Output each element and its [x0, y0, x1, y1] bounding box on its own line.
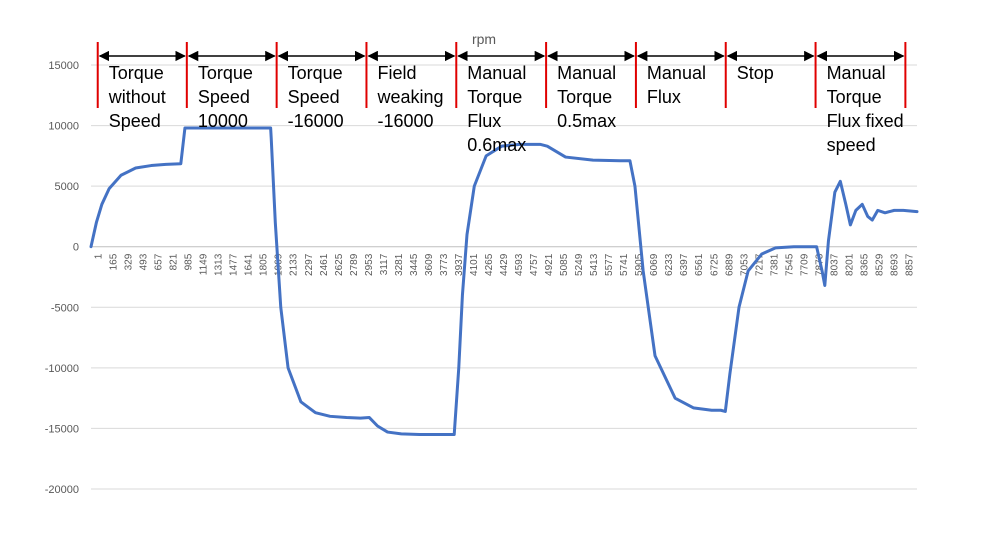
x-tick-label: 329 [124, 253, 135, 270]
x-tick-label: 1313 [214, 253, 225, 276]
x-tick-label: 8201 [844, 253, 855, 276]
segment-label: Torque [557, 87, 612, 107]
x-tick-label: 4265 [484, 253, 495, 276]
x-tick-label: 2133 [289, 253, 300, 276]
x-tick-label: 4101 [469, 253, 480, 276]
x-tick-label: 821 [169, 253, 180, 270]
x-tick-label: 3773 [439, 253, 450, 276]
segment-label: Torque [109, 63, 164, 83]
y-tick-label: -5000 [51, 302, 79, 314]
segment-label: Flux fixed [827, 111, 904, 131]
x-tick-label: 3937 [454, 253, 465, 276]
x-tick-label: 3281 [394, 253, 405, 276]
x-tick-label: 1641 [244, 253, 255, 276]
x-tick-label: 2625 [334, 253, 345, 276]
x-tick-label: 1805 [259, 253, 270, 276]
segment-label: Flux [467, 111, 501, 131]
y-tick-label: 5000 [55, 181, 79, 193]
chart-title: rpm [472, 31, 496, 47]
segment-label: Torque [827, 87, 882, 107]
x-tick-label: 4593 [514, 253, 525, 276]
segment-label: Manual [467, 63, 526, 83]
segment-label: Manual [827, 63, 886, 83]
segment-label: weaking [376, 87, 443, 107]
y-tick-label: -15000 [45, 423, 79, 435]
x-tick-label: 8857 [904, 253, 915, 276]
x-tick-label: 6397 [679, 253, 690, 276]
x-tick-label: 5577 [604, 253, 615, 276]
x-tick-label: 2953 [364, 253, 375, 276]
x-tick-label: 1 [94, 253, 105, 259]
x-tick-label: 7545 [784, 253, 795, 276]
y-tick-label: 15000 [48, 60, 79, 72]
x-tick-label: 657 [154, 253, 165, 270]
segment-label: Torque [288, 63, 343, 83]
x-tick-label: 6561 [694, 253, 705, 276]
x-tick-label: 2789 [349, 253, 360, 276]
x-tick-label: 4757 [529, 253, 540, 276]
x-tick-label: 6233 [664, 253, 675, 276]
y-tick-label: 0 [73, 242, 79, 254]
segment-label: 0.5max [557, 111, 616, 131]
x-tick-label: 7053 [739, 253, 750, 276]
x-tick-label: 1477 [229, 253, 240, 276]
segment-label: Speed [109, 111, 161, 131]
x-tick-label: 4429 [499, 253, 510, 276]
segment-label: -16000 [377, 111, 433, 131]
x-tick-label: 5085 [559, 253, 570, 276]
segment-label: Flux [647, 87, 681, 107]
x-tick-label: 165 [109, 253, 120, 270]
segment-label: Field [377, 63, 416, 83]
x-tick-label: 3445 [409, 253, 420, 276]
x-tick-label: 6725 [709, 253, 720, 276]
x-tick-label: 985 [184, 253, 195, 270]
x-tick-label: 3609 [424, 253, 435, 276]
segment-label: -16000 [288, 111, 344, 131]
x-tick-label: 2297 [304, 253, 315, 276]
x-tick-label: 8529 [874, 253, 885, 276]
y-tick-label: -10000 [45, 363, 79, 375]
x-tick-label: 5741 [619, 253, 630, 276]
series-line [89, 126, 919, 436]
y-tick-label: -20000 [45, 484, 79, 496]
segment-label: Torque [467, 87, 522, 107]
x-tick-label: 6889 [724, 253, 735, 276]
segment-label: Torque [198, 63, 253, 83]
segment-label: speed [827, 135, 876, 155]
x-tick-label: 1149 [199, 253, 210, 275]
segment-label: without [108, 87, 166, 107]
x-tick-label: 3117 [379, 253, 390, 275]
segment-label: Speed [198, 87, 250, 107]
x-tick-label: 4921 [544, 253, 555, 276]
x-tick-label: 5249 [574, 253, 585, 276]
segment-label: Manual [647, 63, 706, 83]
x-tick-label: 2461 [319, 253, 330, 276]
x-tick-label: 8037 [829, 253, 840, 276]
segment-label: Speed [288, 87, 340, 107]
x-tick-label: 7381 [769, 253, 780, 276]
segment-label: 0.6max [467, 135, 526, 155]
x-tick-label: 7217 [754, 253, 765, 276]
x-tick-label: 7709 [799, 253, 810, 276]
segment-label: Stop [737, 63, 774, 83]
x-tick-label: 8365 [859, 253, 870, 276]
x-tick-label: 493 [139, 253, 150, 270]
x-tick-label: 6069 [649, 253, 660, 276]
segment-label: Manual [557, 63, 616, 83]
x-tick-label: 5905 [634, 253, 645, 276]
y-tick-label: 10000 [48, 121, 79, 133]
segment-label: 10000 [198, 111, 248, 131]
x-tick-label: 5413 [589, 253, 600, 276]
x-tick-label: 8693 [889, 253, 900, 276]
